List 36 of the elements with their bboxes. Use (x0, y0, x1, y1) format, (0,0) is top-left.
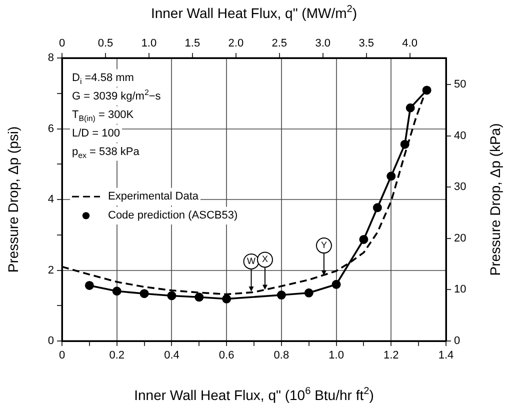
y-tick-label: 6 (48, 122, 54, 135)
x2-tick-label: 3.0 (315, 37, 331, 50)
y2-axis-title: Pressure Drop, Δp (kPa) (486, 123, 503, 276)
x-tick-label: 0 (58, 350, 66, 362)
legend-label: Code prediction (ASCB53) (108, 210, 238, 222)
x2-tick-label: 1.5 (184, 37, 200, 50)
x2-tick-label: 2.0 (228, 37, 244, 50)
x-tick-label: 0.4 (164, 350, 180, 362)
x-tick-label: 0.2 (109, 350, 125, 362)
x-tick-label: 0.6 (218, 350, 234, 362)
y-tick-label: 4 (48, 194, 54, 206)
y2-tick-label: 40 (454, 130, 466, 142)
y-axis-title: Pressure Drop, Δp (psi) (4, 126, 21, 273)
x2-tick-label: 4.0 (402, 37, 418, 50)
x-tick-label: 1.2 (383, 350, 399, 362)
annotation: X (262, 254, 268, 264)
y2-tick-label: 30 (454, 181, 466, 194)
annotation: L/D = 100 (72, 128, 120, 140)
y-tick-label: 0 (48, 335, 54, 348)
x-tick-label: 1.4 (438, 350, 454, 362)
y2-tick-label: 10 (454, 284, 466, 296)
annotation: Y (320, 240, 327, 250)
annotation: W (247, 256, 256, 266)
x2-tick-label: 1.0 (141, 37, 157, 50)
x-tick-label: 0.8 (274, 350, 290, 362)
x2-tick-label: 2.5 (272, 37, 288, 50)
x2-tick-label: 0 (58, 37, 66, 50)
y-tick-label: 8 (48, 52, 54, 64)
y2-tick-label: 0 (454, 335, 460, 348)
y2-tick-label: 20 (454, 232, 466, 244)
y-tick-label: 2 (48, 264, 54, 276)
y2-tick-label: 50 (454, 78, 466, 91)
x2-tick-label: 0.5 (98, 37, 114, 50)
x-tick-label: 1.0 (328, 350, 344, 362)
legend-label: Experimental Data (108, 190, 200, 203)
x2-tick-label: 3.5 (358, 37, 374, 50)
